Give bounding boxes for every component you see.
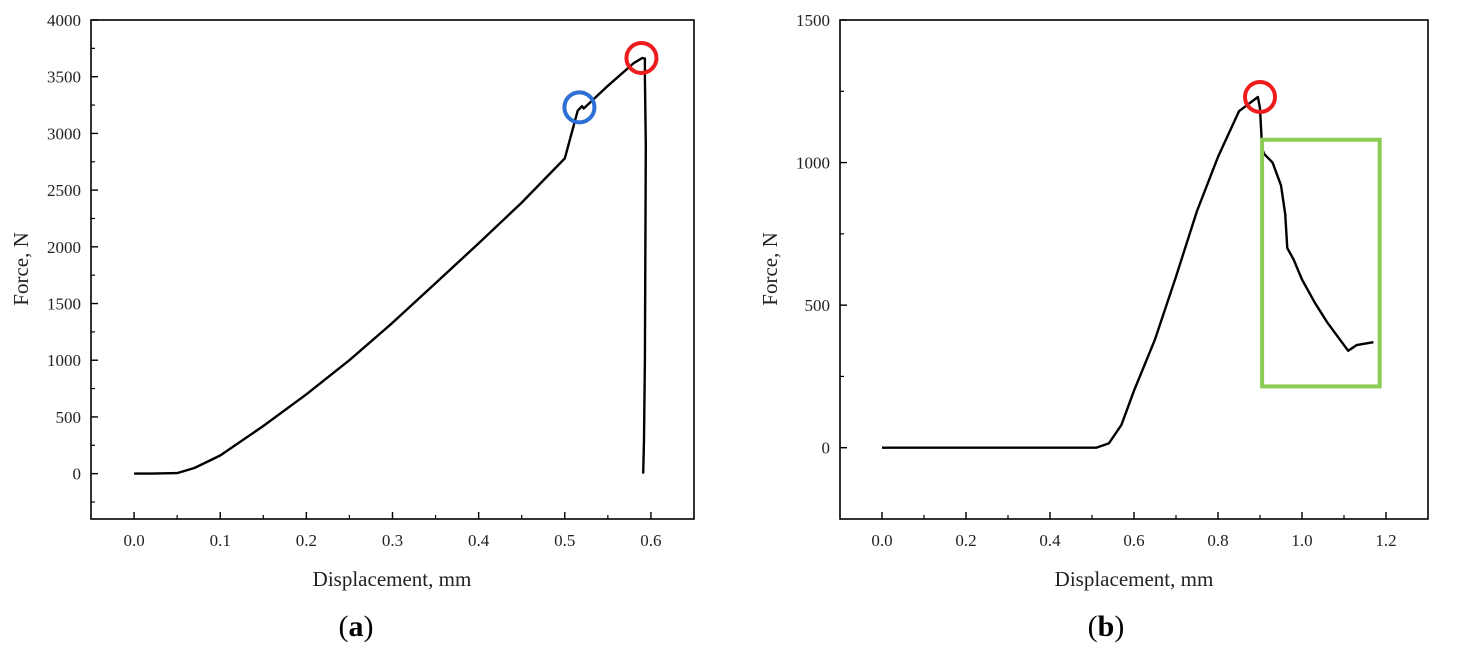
x-tick-label: 1.0	[1291, 531, 1312, 550]
panel-label-letter-a: a	[349, 610, 364, 643]
y-axis-b: 0 500 1000 1500	[796, 11, 847, 458]
y-axis-title-b: Force, N	[758, 232, 782, 305]
x-axis-title-a: Displacement, mm	[313, 567, 472, 591]
x-axis-a: 0.0 0.1 0.2 0.3 0.4 0.5 0.6	[123, 512, 662, 550]
force-curve-a	[134, 56, 647, 475]
x-tick-label: 0.3	[382, 531, 403, 550]
x-tick-label: 0.0	[871, 531, 892, 550]
x-axis-title-b: Displacement, mm	[1055, 567, 1214, 591]
y-tick-label: 4000	[47, 11, 81, 30]
chart-panel-a: 0.0 0.1 0.2 0.3 0.4 0.5 0.6 0 500 1000 1500 2000 25…	[9, 11, 695, 643]
force-curve-b	[882, 95, 1374, 449]
x-tick-label: 0.2	[955, 531, 976, 550]
y-tick-label: 2500	[47, 181, 81, 200]
y-axis-a: 0 500 1000 1500 2000 2500 3000 3500 4000	[47, 11, 98, 503]
x-tick-label: 0.5	[554, 531, 575, 550]
x-axis-b: 0.0 0.2 0.4 0.6 0.8 1.0 1.2	[871, 512, 1397, 550]
panel-label-a: (a)	[339, 610, 374, 643]
y-tick-label: 1000	[47, 351, 81, 370]
panel-label-close-a: )	[364, 610, 374, 643]
panel-label-close-b: )	[1114, 610, 1124, 643]
series-layer-a	[134, 56, 647, 475]
panel-label-b: (b)	[1088, 610, 1125, 643]
x-tick-label: 0.6	[640, 531, 661, 550]
x-tick-label: 0.2	[296, 531, 317, 550]
chart-panel-b: 0.0 0.2 0.4 0.6 0.8 1.0 1.2 0 500 1000 1500 Displ…	[758, 11, 1429, 643]
y-tick-label: 1000	[796, 154, 830, 173]
y-tick-label: 500	[56, 408, 82, 427]
y-tick-label: 500	[805, 296, 831, 315]
highlight-circle	[562, 90, 597, 125]
series-layer-b	[882, 95, 1374, 449]
panel-label-open-b: (	[1088, 610, 1098, 643]
x-tick-label: 0.8	[1207, 531, 1228, 550]
y-tick-label: 3000	[47, 124, 81, 143]
panel-label-open-a: (	[339, 610, 349, 643]
y-tick-label: 0	[73, 465, 82, 484]
x-tick-label: 1.2	[1375, 531, 1396, 550]
x-tick-label: 0.1	[210, 531, 231, 550]
highlight-circle	[624, 40, 659, 75]
y-tick-label: 1500	[796, 11, 830, 30]
plot-frame-a	[90, 19, 695, 520]
x-tick-label: 0.4	[468, 531, 490, 550]
highlight-box	[1260, 137, 1382, 389]
y-tick-label: 2000	[47, 238, 81, 257]
highlight-circle	[1243, 79, 1277, 114]
marker-layer-a	[562, 40, 659, 125]
x-tick-label: 0.4	[1039, 531, 1061, 550]
y-tick-label: 3500	[47, 68, 81, 87]
marker-layer-b	[1243, 79, 1382, 389]
plot-frame-b	[839, 19, 1429, 520]
x-tick-label: 0.0	[123, 531, 144, 550]
x-tick-label: 0.6	[1123, 531, 1144, 550]
y-axis-title-a: Force, N	[9, 232, 33, 305]
panel-label-letter-b: b	[1098, 610, 1115, 643]
y-tick-label: 1500	[47, 295, 81, 314]
y-tick-label: 0	[822, 439, 831, 458]
